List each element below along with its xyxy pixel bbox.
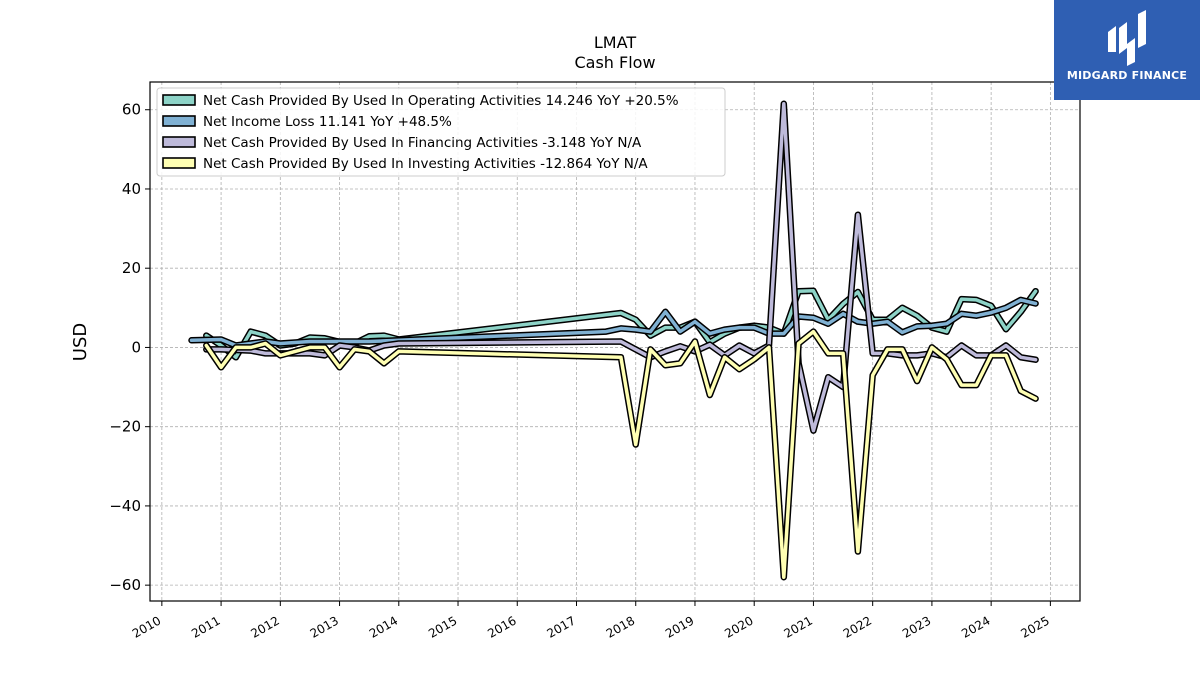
x-tick-label: 2020: [722, 613, 755, 640]
legend-swatch: [162, 94, 196, 106]
y-axis: 60 40 20 0 −20 −40 −60: [109, 101, 150, 594]
legend-box: [156, 87, 726, 177]
legend-swatch: [162, 115, 196, 127]
y-tick-label: −60: [109, 576, 141, 594]
x-tick-label: 2017: [545, 613, 578, 640]
x-tick-label: 2024: [959, 613, 992, 640]
x-tick-label: 2025: [1018, 613, 1051, 640]
y-tick-label: 20: [122, 259, 141, 277]
midgard-logo-icon: [1108, 10, 1146, 66]
y-tick-label: −40: [109, 497, 141, 515]
x-tick-label: 2015: [426, 613, 459, 640]
legend: Net Cash Provided By Used In Operating A…: [156, 87, 726, 177]
x-tick-label: 2021: [781, 613, 814, 640]
y-tick-label: 0: [131, 338, 141, 356]
legend-label: Net Cash Provided By Used In Operating A…: [203, 93, 679, 109]
x-axis: 2010 2011 2012 2013 2014 2015 2016 2017 2018 2019…: [130, 601, 1052, 641]
x-tick-label: 2022: [841, 613, 874, 640]
x-tick-label: 2018: [604, 613, 637, 640]
y-tick-label: 40: [122, 180, 141, 198]
y-tick-label: −20: [109, 418, 141, 436]
x-tick-label: 2023: [900, 613, 933, 640]
chart-subtitle: Cash Flow: [574, 53, 655, 72]
chart-title: LMAT: [594, 33, 636, 52]
x-tick-label: 2014: [367, 613, 400, 640]
legend-label: Net Income Loss 11.141 YoY +48.5%: [203, 114, 452, 130]
plot-frame: [149, 81, 1081, 602]
series-layer: [188, 100, 1039, 581]
x-tick-label: 2016: [485, 613, 518, 640]
series-line: [189, 298, 1038, 348]
y-axis-label: USD: [70, 323, 91, 361]
brand-logo: MIDGARD FINANCE: [1054, 0, 1200, 100]
legend-label: Net Cash Provided By Used In Financing A…: [203, 135, 642, 151]
y-tick-label: 60: [122, 101, 141, 119]
legend-swatch: [162, 136, 196, 148]
series-line: [204, 329, 1038, 579]
x-tick-label: 2012: [248, 613, 281, 640]
legend-swatch: [162, 157, 196, 169]
x-tick-label: 2011: [189, 613, 222, 640]
x-tick-label: 2013: [308, 613, 341, 640]
legend-label: Net Cash Provided By Used In Investing A…: [203, 156, 648, 172]
x-tick-label: 2010: [130, 613, 163, 640]
x-tick-label: 2019: [663, 613, 696, 640]
brand-name: MIDGARD FINANCE: [1066, 69, 1188, 82]
